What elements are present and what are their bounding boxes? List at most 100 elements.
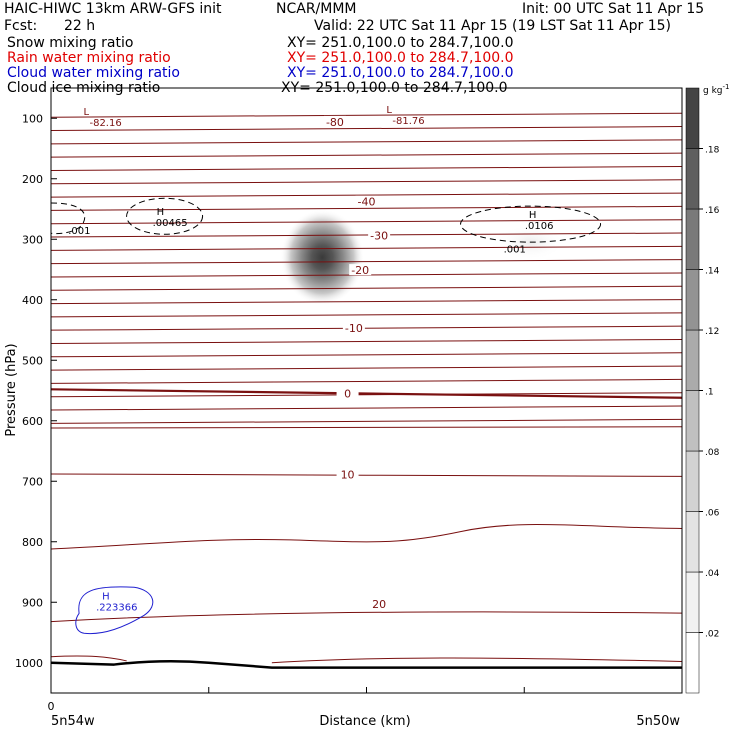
- temperature-label: 20: [372, 598, 386, 611]
- extremum-value: .0106: [525, 221, 554, 232]
- extremum-value: .00465: [153, 218, 188, 229]
- ice-contour-label: .001: [504, 244, 526, 255]
- x-end-label: 5n50w: [636, 714, 680, 729]
- y-tick-label: 300: [22, 233, 43, 246]
- temperature-contour: [50, 126, 683, 132]
- ice-contour: [50, 202, 86, 235]
- colorbar-segment: [685, 450, 700, 512]
- extremum-marker: H: [157, 207, 165, 218]
- field-rain-xy: XY= 251.0,100.0 to 284.7,100.0: [287, 50, 514, 66]
- y-tick-label: 700: [22, 475, 43, 488]
- field-cloudwater-xy: XY= 251.0,100.0 to 284.7,100.0: [287, 65, 514, 81]
- field-cloudwater-name: Cloud water mixing ratio: [7, 65, 180, 81]
- colorbar-segment: [685, 208, 700, 270]
- y-tick-label: 500: [22, 354, 43, 367]
- extremum-value: -81.76: [392, 116, 424, 127]
- temperature-contours: -80 -40 -30 -20 -10 0 10 20: [50, 112, 683, 664]
- x-axis: [50, 687, 683, 693]
- y-tick-label: 200: [22, 173, 43, 186]
- extremum-marker: L: [83, 107, 89, 118]
- temperature-label-bg: [323, 115, 346, 127]
- temperature-contour: [50, 405, 683, 411]
- temperature-contour: [50, 325, 683, 331]
- cloud-water-contours: H.223366: [75, 586, 154, 635]
- temperature-contour: [50, 219, 683, 225]
- temperature-label: -40: [358, 196, 376, 209]
- colorbar-tick-label: .1: [705, 388, 714, 398]
- temperature-contour: [50, 473, 683, 477]
- colorbar-segment: [685, 390, 700, 452]
- temperature-label-bg: [336, 468, 359, 480]
- colorbar-tick-label: .08: [705, 448, 720, 458]
- colorbar-tick-label: .02: [705, 630, 719, 640]
- ice-contour-label: .001: [68, 226, 90, 237]
- temperature-contour: [50, 232, 683, 238]
- colorbar: .02 .04 .06 .08 .1 .12 .14 .16 .18: [685, 87, 720, 694]
- temperature-label-bg: [342, 322, 365, 334]
- plot-title: HAIC-HIWC 13km ARW-GFS init: [4, 1, 222, 17]
- temperature-label-bg: [349, 264, 372, 276]
- temperature-contour: [50, 418, 683, 424]
- temperature-label-bg: [336, 387, 359, 399]
- cloud-water-contour: [75, 586, 154, 635]
- colorbar-tick-label: .14: [705, 267, 720, 277]
- colorbar-segment: [685, 269, 700, 331]
- y-tick-label: 900: [22, 596, 43, 609]
- y-tick-label: 1000: [15, 657, 43, 670]
- temperature-contour: [50, 338, 683, 344]
- ice-contour: [460, 205, 602, 243]
- colorbar-segment: [685, 148, 700, 210]
- temperature-label: 0: [344, 388, 351, 401]
- temperature-contour: [50, 655, 127, 662]
- temperature-contour: [50, 272, 683, 278]
- y-tick-label: 600: [22, 415, 43, 428]
- colorbar-tick-label: .06: [705, 509, 720, 519]
- snow-shading: [280, 209, 566, 306]
- temperature-contour: [50, 426, 683, 429]
- temperature-contour: [50, 139, 683, 145]
- x-axis-label: Distance (km): [319, 714, 410, 729]
- temperature-contour: [50, 192, 683, 198]
- colorbar-tick-label: .12: [705, 327, 719, 337]
- temperature-contour: [50, 245, 683, 251]
- colorbar-tick-label: .16: [705, 206, 720, 216]
- init-time: Init: 00 UTC Sat 11 Apr 15: [522, 1, 705, 17]
- temperature-contour: [50, 165, 683, 171]
- temperature-label: -30: [370, 230, 388, 243]
- temperature-contour: [50, 523, 683, 550]
- colorbar-segment: [685, 329, 700, 391]
- temperature-label-bg: [368, 229, 391, 241]
- terrain-line: [50, 660, 682, 669]
- temperature-contour: [50, 152, 683, 158]
- y-axis-label: Pressure (hPa): [4, 343, 19, 436]
- temperature-contour: [50, 299, 683, 305]
- temperature-contour: [50, 378, 683, 384]
- extremum-value: .223366: [96, 602, 137, 613]
- temperature-contour: [50, 285, 683, 291]
- colorbar-segment: [685, 87, 700, 149]
- colorbar-tick-label: .04: [705, 569, 720, 579]
- colorbar-tick-label: .18: [705, 146, 720, 156]
- field-snow-name: Snow mixing ratio: [7, 35, 134, 51]
- temperature-label: 10: [341, 469, 355, 482]
- temperature-contour: [50, 259, 683, 265]
- temperature-label-bg: [355, 195, 378, 207]
- field-rain-name: Rain water mixing ratio: [7, 50, 171, 66]
- colorbar-unit: g kg-1: [703, 83, 729, 96]
- agency-label: NCAR/MMM: [276, 1, 357, 17]
- extremum-marker: H: [102, 591, 110, 602]
- y-tick-label: 800: [22, 536, 43, 549]
- extremum-marker: H: [529, 210, 537, 221]
- ground-contour: [50, 660, 682, 669]
- temperature-contour: [50, 352, 683, 358]
- temperature-label: -80: [326, 116, 344, 129]
- y-tick-label: 400: [22, 294, 43, 307]
- snow-max-shading: [280, 209, 365, 306]
- temperature-contour: [50, 112, 683, 118]
- valid-time: Valid: 22 UTC Sat 11 Apr 15 (19 LST Sat …: [314, 18, 672, 34]
- extremum-marker: L: [386, 105, 392, 116]
- temperature-contour: [50, 611, 683, 623]
- colorbar-segment: [685, 571, 700, 633]
